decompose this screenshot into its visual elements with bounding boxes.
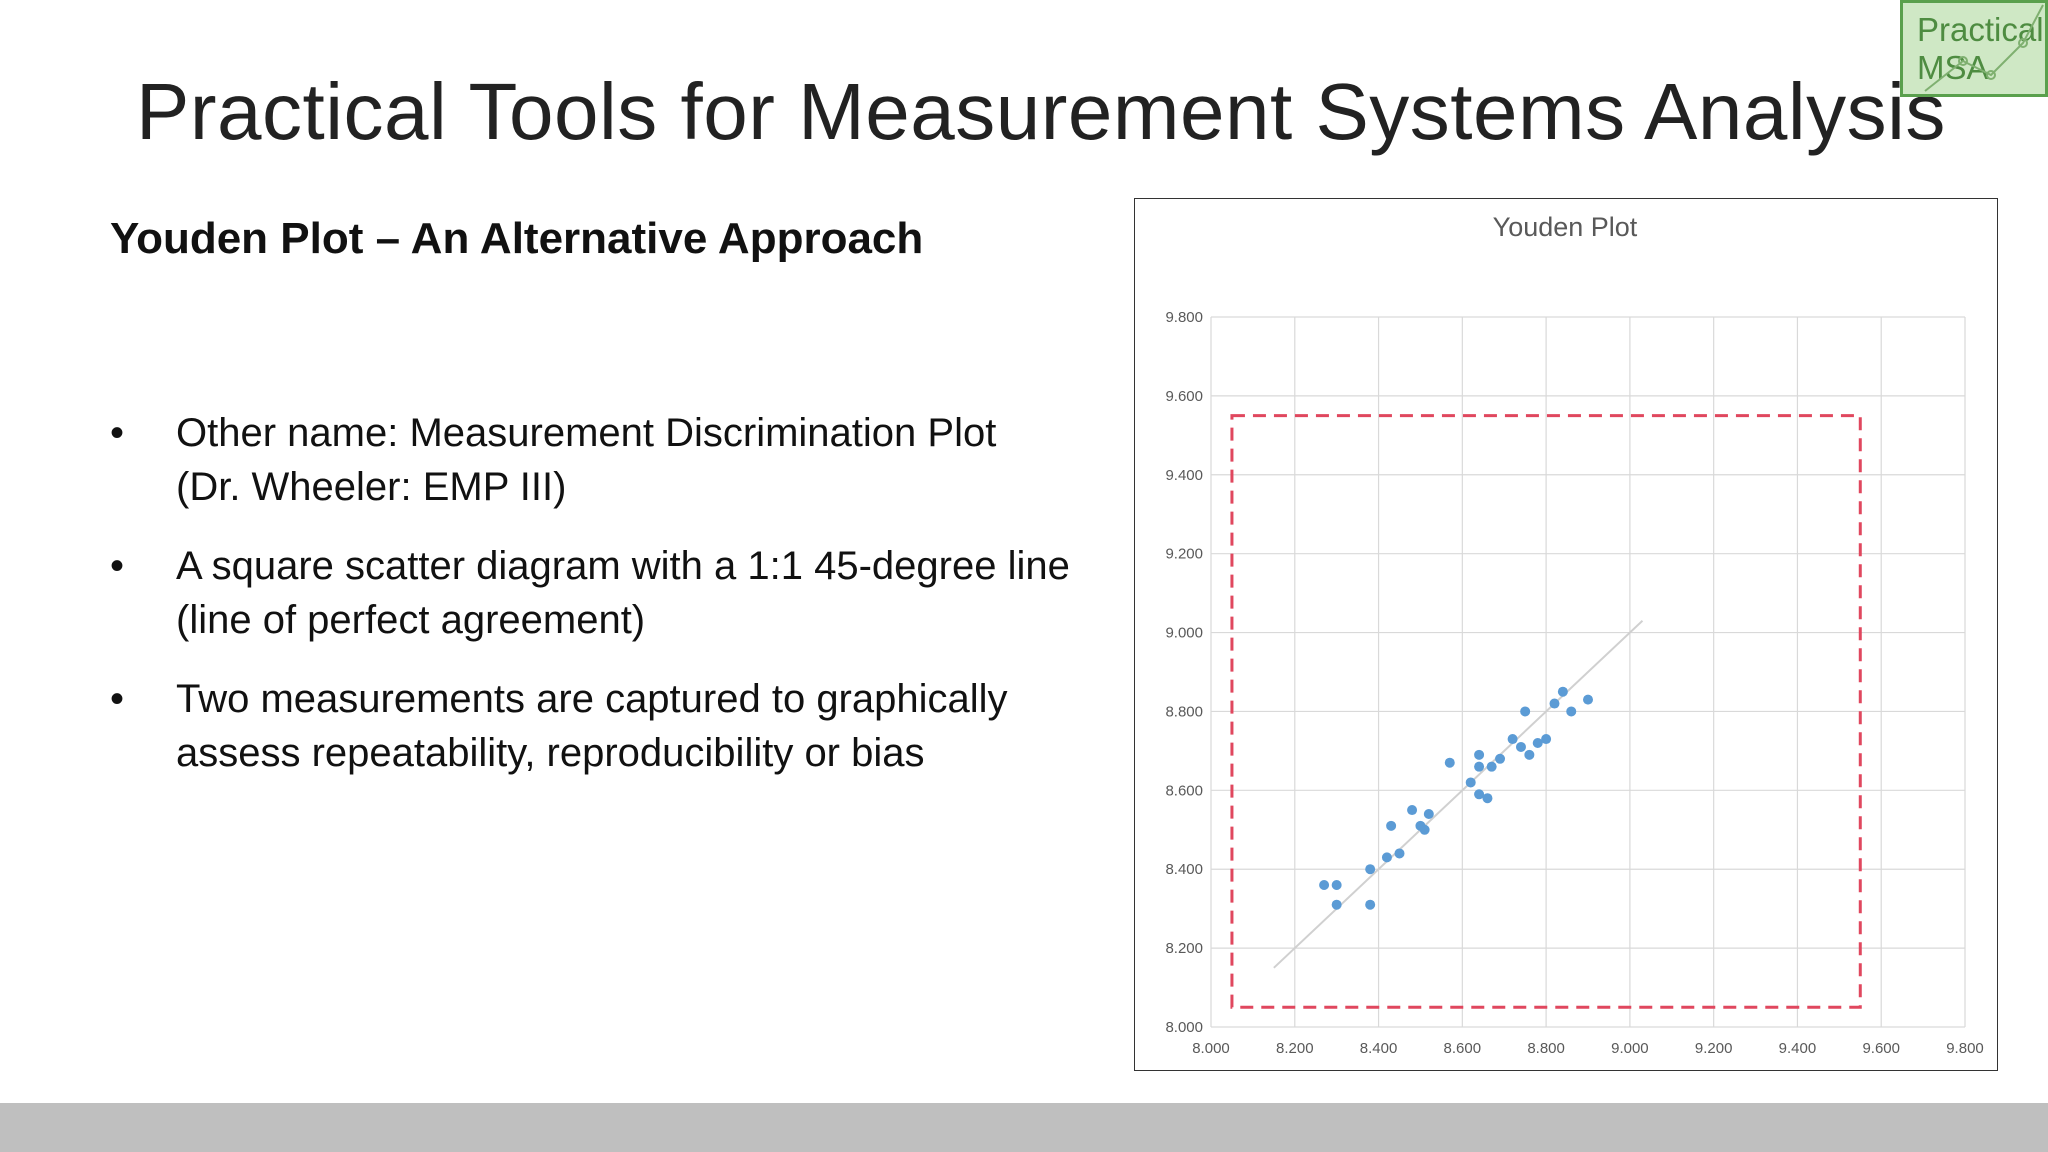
x-tick-label: 9.400	[1779, 1040, 1817, 1057]
data-point	[1532, 738, 1543, 748]
y-tick-label: 9.200	[1165, 546, 1203, 563]
x-tick-label: 8.800	[1527, 1040, 1565, 1057]
data-point	[1365, 864, 1376, 875]
chart-tick-labels: 8.000 8.200 8.400 8.600 8.800 9.000 9.200 9.400…	[1165, 309, 1983, 1057]
data-point	[1474, 789, 1485, 800]
data-point	[1474, 749, 1485, 760]
bullet-text-line: A square scatter diagram with a 1:1 45-d…	[176, 544, 1070, 588]
data-point	[1381, 852, 1392, 863]
data-point	[1331, 899, 1342, 910]
data-point	[1482, 793, 1493, 804]
bullet-text-line: (Dr. Wheeler: EMP III)	[176, 465, 567, 509]
bullet-text-line: Other name: Measurement Discrimination P…	[176, 411, 997, 455]
data-point	[1419, 824, 1430, 835]
data-point	[1583, 694, 1593, 705]
data-point	[1566, 706, 1577, 717]
data-point	[1524, 749, 1535, 760]
data-point	[1394, 848, 1405, 859]
youden-plot-chart: Youden Plot 8.000 8.200 8.400 8.600 8.800 9.0…	[1165, 212, 1983, 1057]
youden-chart-frame: Youden Plot 8.000 8.200 8.400 8.600 8.800 9.0…	[1134, 198, 1998, 1071]
logo-text-practical: Practical	[1917, 11, 2044, 48]
x-tick-label: 8.000	[1192, 1040, 1230, 1057]
bullet-list: • Other name: Measurement Discrimination…	[110, 406, 1120, 805]
data-point	[1549, 698, 1560, 709]
bullet-icon: •	[110, 544, 125, 588]
data-point	[1407, 805, 1418, 816]
y-tick-label: 8.200	[1165, 940, 1203, 957]
y-tick-label: 8.000	[1165, 1019, 1203, 1036]
x-tick-label: 9.800	[1946, 1040, 1984, 1057]
y-tick-label: 8.400	[1165, 861, 1203, 878]
agreement-line	[1273, 619, 1644, 969]
bullet-icon: •	[110, 411, 125, 455]
bullet-item: • Other name: Measurement Discrimination…	[110, 406, 1120, 514]
data-point	[1365, 899, 1376, 910]
chart-title: Youden Plot	[1493, 212, 1638, 242]
data-point	[1474, 761, 1485, 772]
data-point	[1386, 820, 1397, 831]
data-point	[1444, 757, 1455, 768]
x-tick-label: 8.600	[1444, 1040, 1482, 1057]
bullet-text-line: assess repeatability, reproducibility or…	[176, 731, 925, 775]
data-point	[1486, 761, 1497, 772]
y-tick-label: 8.600	[1165, 782, 1203, 799]
data-point	[1331, 880, 1342, 890]
data-point	[1423, 809, 1434, 819]
slide-subtitle: Youden Plot – An Alternative Approach	[110, 214, 924, 263]
data-point	[1507, 734, 1518, 745]
logo-chart-icon	[1924, 4, 2044, 92]
limit-box-rect	[1230, 414, 1862, 1009]
chart-limit-box	[1230, 414, 1862, 1009]
data-point	[1557, 686, 1568, 697]
bullet-text-line: (line of perfect agreement)	[176, 598, 646, 642]
data-point	[1319, 880, 1330, 890]
practical-msa-logo: Practical MSA	[1900, 0, 2048, 97]
bullet-icon: •	[110, 677, 125, 721]
chart-gridlines	[1210, 316, 1966, 1028]
data-point	[1520, 706, 1531, 717]
slide-title: Practical Tools for Measurement Systems …	[136, 67, 1946, 156]
x-tick-label: 8.400	[1360, 1040, 1398, 1057]
footer-bar	[0, 1103, 2048, 1152]
y-tick-label: 9.400	[1165, 467, 1203, 484]
x-tick-label: 9.600	[1862, 1040, 1900, 1057]
x-tick-label: 9.200	[1695, 1040, 1733, 1057]
y-tick-label: 9.800	[1165, 309, 1203, 326]
y-tick-label: 8.800	[1165, 703, 1203, 720]
data-point	[1495, 753, 1506, 764]
bullet-text-line: Two measurements are captured to graphic…	[176, 677, 1008, 721]
data-point	[1515, 741, 1526, 752]
data-point	[1541, 734, 1552, 745]
data-point	[1465, 777, 1476, 788]
x-tick-label: 9.000	[1611, 1040, 1649, 1057]
chart-data-points	[1319, 686, 1593, 910]
chart-agreement-line	[1273, 619, 1644, 969]
y-tick-label: 9.600	[1165, 388, 1203, 405]
y-tick-label: 9.000	[1165, 625, 1203, 642]
x-tick-label: 8.200	[1276, 1040, 1314, 1057]
bullet-item: • Two measurements are captured to graph…	[110, 672, 1120, 780]
bullet-item: • A square scatter diagram with a 1:1 45…	[110, 539, 1120, 647]
